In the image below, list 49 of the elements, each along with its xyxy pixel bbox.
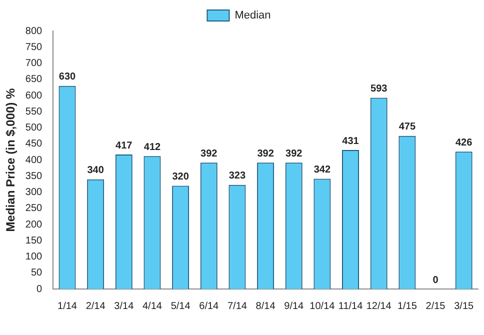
y-tick-label: 150 <box>25 235 43 246</box>
data-label: 412 <box>144 142 162 153</box>
data-label: 426 <box>455 137 473 148</box>
y-tick-label: 700 <box>25 58 43 69</box>
x-tick-label: 9/14 <box>284 300 304 312</box>
x-tick-label: 10/14 <box>310 300 336 312</box>
x-tick-label: 6/14 <box>199 300 220 312</box>
x-tick-label: 1/14 <box>58 300 78 312</box>
x-tick-label: 12/14 <box>366 300 392 312</box>
x-tick-label: 3/15 <box>454 300 474 312</box>
x-tick-label: 1/15 <box>397 300 418 312</box>
y-tick-label: 800 <box>25 26 43 37</box>
data-label: 342 <box>314 164 331 176</box>
x-tick-label: 5/14 <box>170 300 191 312</box>
legend-label: Median <box>234 10 271 22</box>
y-tick-label: 100 <box>25 252 43 262</box>
y-tick-label: 200 <box>25 219 43 230</box>
x-tick-label: 11/14 <box>338 300 364 312</box>
y-tick-label: 550 <box>25 106 43 118</box>
data-label: 630 <box>58 72 76 83</box>
y-tick-label: 250 <box>25 203 43 214</box>
data-label: 431 <box>342 136 360 147</box>
y-tick-label: 50 <box>30 268 43 279</box>
data-label: 340 <box>87 165 104 176</box>
data-label: 392 <box>286 148 303 160</box>
y-tick-label: 400 <box>25 154 43 166</box>
data-label: 323 <box>228 170 246 182</box>
y-tick-label: 350 <box>25 170 43 182</box>
x-tick-label: 3/14 <box>114 300 134 312</box>
data-label: 392 <box>200 148 218 160</box>
x-tick-label: 7/14 <box>227 300 248 312</box>
data-label: 593 <box>370 84 388 95</box>
y-tick-label: 600 <box>25 90 43 102</box>
y-tick-label: 650 <box>25 74 43 86</box>
y-tick-label: 450 <box>25 138 43 150</box>
data-label: 417 <box>116 140 133 152</box>
x-tick-label: 8/14 <box>256 300 276 312</box>
x-tick-label: 4/14 <box>142 300 162 312</box>
x-tick-label: 2/15 <box>426 300 446 312</box>
data-label: 475 <box>398 122 416 133</box>
y-tick-label: 750 <box>25 42 43 53</box>
y-tick-label: 300 <box>25 187 43 198</box>
y-tick-label: 500 <box>25 122 43 134</box>
data-label: 320 <box>172 172 190 183</box>
y-tick-label: 0 <box>36 284 43 295</box>
data-label: 392 <box>257 148 274 160</box>
y-axis-title: Median Price (in $,000) % <box>4 88 18 232</box>
data-label: 0 <box>432 274 439 286</box>
x-tick-label: 2/14 <box>86 300 106 312</box>
